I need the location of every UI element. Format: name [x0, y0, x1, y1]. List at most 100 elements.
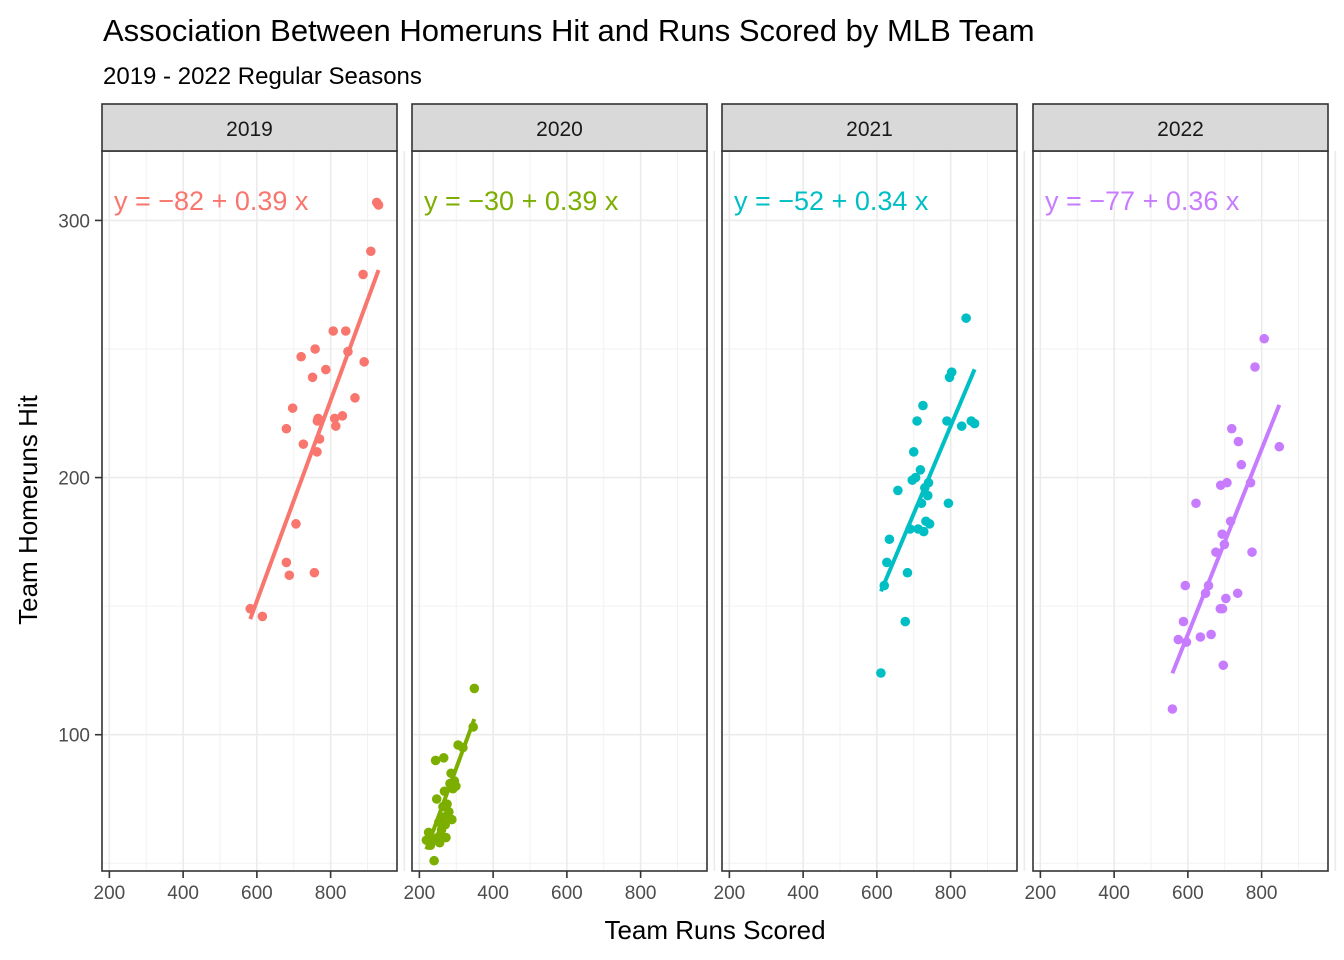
data-point — [1211, 547, 1221, 557]
data-point — [329, 413, 340, 424]
fit-line-2019 — [248, 269, 381, 620]
data-point — [961, 313, 971, 323]
data-point — [350, 393, 360, 403]
equation-label-2022: y = −77 + 0.36 x — [1045, 186, 1240, 216]
facet-strip — [721, 103, 1018, 152]
data-point — [923, 477, 934, 488]
data-point — [444, 807, 454, 817]
data-point — [918, 400, 928, 411]
data-point — [438, 753, 449, 763]
data-point — [458, 742, 468, 753]
data-point — [1225, 516, 1236, 527]
data-point — [969, 418, 980, 429]
data-point — [879, 580, 890, 591]
data-point — [328, 326, 339, 336]
data-point — [1181, 637, 1192, 647]
facet-label-2022: 2022 — [1157, 118, 1204, 141]
x-tick-label: 600 — [861, 883, 893, 904]
data-point — [1200, 588, 1211, 599]
x-tick-label: 400 — [477, 883, 509, 904]
facet-label-2021: 2021 — [846, 118, 893, 141]
data-point — [257, 611, 268, 622]
data-point — [296, 351, 306, 362]
data-point — [469, 683, 480, 694]
data-point — [1233, 436, 1244, 447]
x-tick-label: 200 — [404, 883, 436, 904]
data-point — [908, 447, 919, 457]
x-tick-label: 800 — [935, 883, 967, 904]
data-point — [884, 534, 895, 545]
data-point — [1221, 593, 1231, 604]
data-point — [1219, 539, 1230, 550]
facet-strip — [1032, 103, 1329, 152]
facet-panel-2020: y = −30 + 0.39 x 2020 200 400 600 800 — [404, 103, 716, 904]
data-point — [359, 357, 369, 367]
facet-strip — [101, 103, 398, 152]
data-point — [245, 603, 256, 614]
equation-label-2020: y = −30 + 0.39 x — [424, 186, 619, 216]
facet-panel-2019: y = −82 + 0.39 x 2019 200 400 600 800 100 200 30… — [58, 103, 406, 904]
data-point — [310, 344, 320, 354]
data-point — [946, 367, 957, 377]
data-point — [298, 439, 309, 449]
data-point — [314, 434, 325, 444]
data-point — [358, 269, 368, 280]
data-point — [1191, 498, 1201, 509]
data-point — [1232, 588, 1243, 599]
data-point — [441, 832, 451, 843]
panel-background — [722, 151, 1017, 871]
data-point — [918, 526, 929, 537]
data-point — [446, 768, 456, 779]
data-point — [922, 490, 933, 501]
data-point — [423, 827, 434, 838]
data-point — [1247, 547, 1257, 557]
panel-data — [1167, 333, 1285, 714]
facet-panels: y = −82 + 0.39 x 2019 200 400 600 800 100 200 30… — [58, 103, 1337, 904]
data-point — [1195, 632, 1206, 642]
x-tick-label: 800 — [315, 883, 347, 904]
data-point — [429, 855, 439, 866]
data-point — [312, 447, 322, 457]
x-tick-label: 400 — [167, 883, 199, 904]
facet-label-2019: 2019 — [226, 118, 273, 141]
data-point — [431, 794, 442, 804]
panel-data — [421, 683, 480, 866]
data-point — [343, 346, 353, 357]
x-tick-label: 600 — [1172, 883, 1204, 904]
x-tick-label: 400 — [787, 883, 819, 904]
data-point — [893, 485, 903, 496]
data-point — [287, 403, 298, 413]
data-point — [309, 567, 320, 578]
data-point — [1203, 580, 1214, 591]
data-point — [1218, 660, 1229, 671]
data-point — [1226, 423, 1237, 434]
panel-data — [876, 313, 980, 678]
data-point — [1180, 580, 1191, 591]
data-point — [281, 557, 292, 568]
data-point — [366, 246, 376, 257]
chart-title: Association Between Homeruns Hit and Run… — [103, 13, 1035, 48]
data-point — [924, 519, 935, 529]
data-point — [1173, 634, 1184, 645]
x-tick-label: 200 — [1025, 883, 1057, 904]
chart-subtitle: 2019 - 2022 Regular Seasons — [103, 63, 422, 90]
data-point — [915, 465, 926, 475]
data-point — [468, 722, 479, 732]
panel-data — [245, 197, 384, 622]
data-point — [876, 668, 886, 678]
data-point — [284, 570, 295, 581]
data-point — [956, 421, 967, 431]
data-point — [307, 372, 318, 383]
facet-label-2020: 2020 — [536, 118, 583, 141]
facet-panel-2021: y = −52 + 0.34 x 2021 200 400 600 800 — [714, 103, 1026, 904]
data-point — [439, 786, 450, 797]
y-tick-label: 100 — [58, 726, 90, 747]
x-tick-label: 600 — [551, 883, 583, 904]
y-tick-label: 300 — [58, 211, 90, 232]
y-tick-label: 200 — [58, 469, 90, 490]
x-tick-label: 600 — [241, 883, 273, 904]
data-point — [902, 567, 913, 578]
data-point — [943, 498, 954, 509]
data-point — [340, 326, 351, 336]
